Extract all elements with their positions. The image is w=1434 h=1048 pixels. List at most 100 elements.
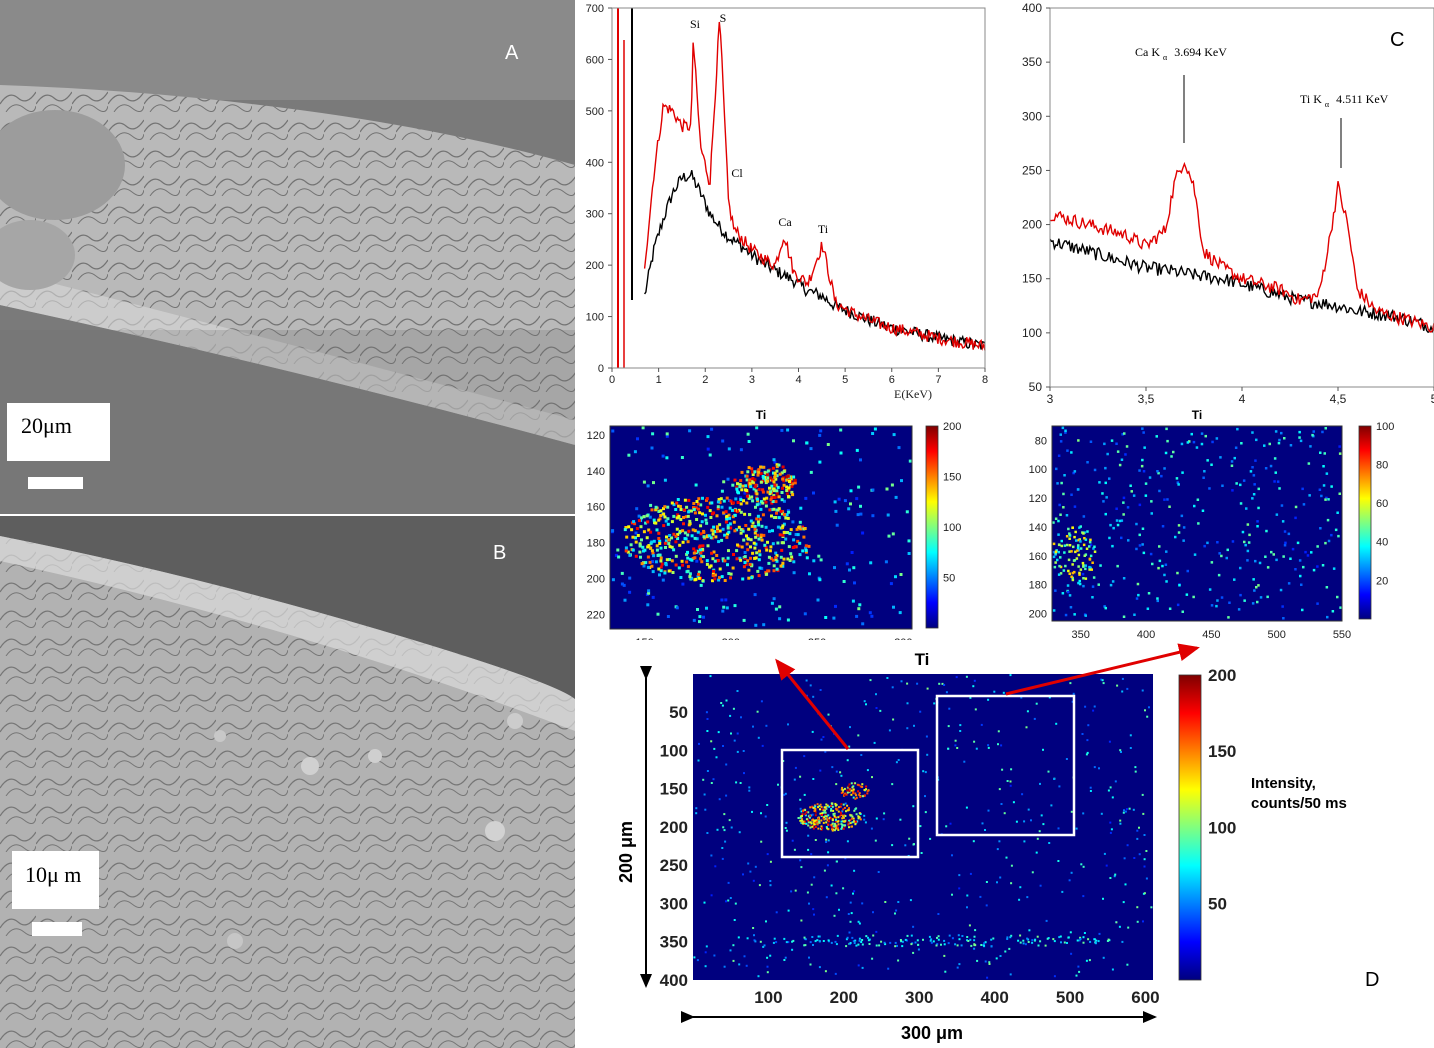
map-pixel [747, 862, 750, 865]
map-pixel [1237, 608, 1241, 611]
map-pixel [819, 812, 822, 815]
map-pixel [1197, 522, 1200, 525]
map-pixel [1060, 544, 1063, 548]
map-pixel [699, 557, 702, 561]
map-pixel [1010, 882, 1013, 885]
map-pixel [833, 815, 836, 818]
map-pixel [706, 544, 710, 548]
map-pixel [796, 539, 800, 543]
map-pixel [853, 869, 856, 872]
map-pixel [732, 553, 735, 556]
map-pixel [1057, 827, 1060, 830]
map-pixel [740, 716, 742, 719]
map-pixel [791, 839, 794, 842]
map-pixel [1097, 940, 1100, 943]
map-pixel [864, 821, 867, 824]
map-pixel [974, 708, 977, 711]
map-pixel [1280, 431, 1283, 435]
map-pixel [831, 819, 834, 822]
map-pixel [1136, 837, 1139, 840]
map-pixel [1068, 544, 1072, 547]
map-pixel [728, 516, 732, 520]
map-pixel [775, 465, 779, 469]
map-pixel [1089, 554, 1093, 558]
map-pixel [679, 508, 683, 511]
map-pixel [1320, 494, 1323, 498]
map-pixel [756, 569, 760, 573]
map-pixel [1218, 552, 1221, 555]
map-pixel [835, 770, 838, 773]
map-pixel [1065, 758, 1068, 760]
map-pixel [1166, 439, 1169, 443]
map-pixel [1231, 540, 1235, 543]
x-tick-label: 1 [656, 374, 662, 386]
map-pixel [783, 937, 786, 940]
map-pixel [859, 458, 862, 462]
map-pixel [858, 812, 861, 815]
map-pixel [682, 522, 685, 526]
map-pixel [1134, 770, 1137, 773]
map-pixel [710, 551, 714, 555]
map-pixel [1122, 615, 1126, 618]
x-tick-label: 400 [980, 988, 1008, 1007]
map-pixel [748, 482, 752, 486]
map-pixel [1128, 807, 1131, 810]
map-pixel [811, 813, 814, 816]
map-pixel [1035, 702, 1038, 705]
map-pixel [666, 505, 670, 509]
map-pixel [868, 938, 871, 941]
map-pixel [846, 759, 849, 762]
map-pixel [781, 564, 785, 568]
map-pixel [1165, 580, 1168, 583]
map-pixel [1000, 744, 1003, 747]
map-pixel [854, 797, 857, 800]
map-pixel [1077, 538, 1080, 542]
map-pixel [812, 827, 815, 830]
map-pixel [1300, 583, 1303, 586]
map-pixel [1075, 557, 1079, 560]
map-pixel [835, 816, 837, 819]
map-pixel [740, 488, 744, 492]
map-pixel [835, 826, 838, 829]
map-main-title: Ti [915, 650, 930, 669]
map-pixel [850, 782, 853, 785]
map-pixel [846, 936, 849, 939]
map-pixel [721, 439, 725, 443]
map-pixel [650, 549, 654, 553]
map-pixel [645, 514, 649, 518]
map-pixel [1243, 599, 1246, 602]
map-pixel [1099, 564, 1102, 567]
map-pixel [840, 803, 843, 806]
map-pixel [1203, 544, 1206, 548]
map-pixel [826, 443, 830, 446]
map-pixel [684, 515, 688, 519]
map-pixel [694, 506, 698, 510]
map-pixel [1296, 541, 1300, 545]
map-pixel [1059, 565, 1063, 569]
y-tick-label: 160 [1029, 551, 1047, 563]
map-pixel [1081, 561, 1085, 565]
map-pixel [1115, 507, 1118, 510]
map-pixel [894, 945, 897, 948]
map-pixel [857, 815, 860, 818]
map-pixel [776, 485, 780, 489]
map-pixel [716, 528, 719, 532]
map-pixel [861, 785, 864, 788]
x-tick-label: 200 [830, 988, 858, 1007]
map-pixel [968, 924, 971, 927]
y-tick-label: 50 [669, 703, 688, 722]
map-pixel [1084, 577, 1088, 580]
map-pixel [750, 576, 754, 580]
map-pixel [1112, 526, 1115, 530]
map-pixel [746, 559, 750, 563]
map-pixel [912, 951, 915, 954]
map-pixel [729, 572, 733, 576]
map-pixel [897, 901, 900, 903]
map-pixel [1215, 604, 1218, 608]
map-pixel [780, 541, 784, 545]
map-pixel [840, 820, 843, 823]
map-pixel [844, 824, 847, 827]
map-pixel [851, 786, 854, 789]
map-pixel [668, 558, 671, 561]
map-pixel [1252, 578, 1255, 581]
